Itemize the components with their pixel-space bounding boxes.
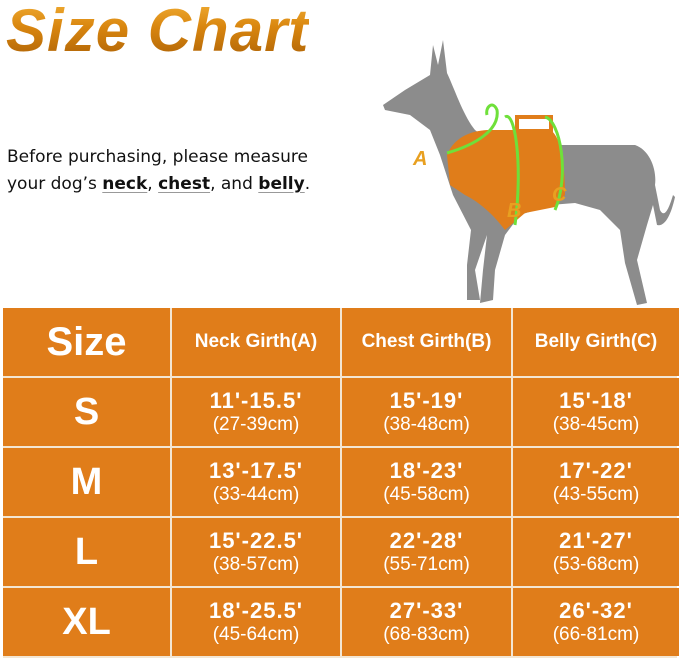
- inch: 15'-22.5': [208, 528, 304, 553]
- cm: (66-81cm): [552, 624, 640, 645]
- cm: (53-68cm): [552, 554, 640, 575]
- cm: (45-64cm): [212, 624, 300, 645]
- neck-m: 13'-17.5' (33-44cm): [172, 448, 340, 516]
- cm: (55-71cm): [383, 554, 470, 575]
- size-table: Size Neck Girth(A) Chest Girth(B) Belly …: [3, 308, 679, 658]
- page-title: Size Chart: [6, 0, 309, 65]
- size-l: L: [3, 518, 170, 586]
- header-belly: Belly Girth(C): [513, 308, 679, 376]
- intro-line-1: Before purchasing, please measure: [7, 147, 308, 167]
- neck-xl: 18'-25.5' (45-64cm): [172, 588, 340, 656]
- cm: (33-44cm): [212, 484, 300, 505]
- inch: 22'-28': [389, 528, 464, 553]
- neck-s: 11'-15.5' (27-39cm): [172, 378, 340, 446]
- sep: , and: [210, 174, 259, 194]
- chest-xl: 27'-33' (68-83cm): [342, 588, 511, 656]
- cm: (45-58cm): [383, 484, 470, 505]
- cm: (38-48cm): [383, 414, 470, 435]
- inch: 13'-17.5': [208, 458, 304, 483]
- inch: 21'-27': [559, 528, 633, 553]
- header-size: Size: [3, 308, 170, 376]
- chest-m: 18'-23' (45-58cm): [342, 448, 511, 516]
- cm: (38-57cm): [212, 554, 300, 575]
- intro-prefix: your dog’s: [7, 174, 103, 194]
- inch: 18'-23': [389, 458, 464, 483]
- label-b: B: [507, 200, 521, 222]
- intro-line-2: your dog’s neck, chest, and belly.: [7, 171, 310, 198]
- dog-measurement-diagram: A B C: [383, 40, 675, 305]
- period: .: [304, 174, 311, 194]
- belly-xl: 26'-32' (66-81cm): [513, 588, 679, 656]
- belly-l: 21'-27' (53-68cm): [513, 518, 679, 586]
- harness-handle: [515, 115, 553, 133]
- header-neck: Neck Girth(A): [172, 308, 340, 376]
- size-s: S: [3, 378, 170, 446]
- belly-word: belly: [258, 174, 305, 194]
- label-a: A: [412, 148, 427, 170]
- neck-l: 15'-22.5' (38-57cm): [172, 518, 340, 586]
- belly-s: 15'-18' (38-45cm): [513, 378, 679, 446]
- intro-text: Before purchasing, please measure your d…: [7, 144, 310, 198]
- inch: 18'-25.5': [208, 598, 304, 623]
- belly-m: 17'-22' (43-55cm): [513, 448, 679, 516]
- inch: 15'-19': [389, 388, 464, 413]
- harness: [447, 130, 565, 230]
- neck-word: neck: [102, 174, 148, 194]
- inch: 26'-32': [559, 598, 633, 623]
- chest-l: 22'-28' (55-71cm): [342, 518, 511, 586]
- cm: (68-83cm): [383, 624, 470, 645]
- inch: 27'-33': [389, 598, 464, 623]
- cm: (38-45cm): [552, 414, 640, 435]
- inch: 11'-15.5': [209, 388, 303, 413]
- chest-s: 15'-19' (38-48cm): [342, 378, 511, 446]
- header-chest: Chest Girth(B): [342, 308, 511, 376]
- size-xl: XL: [3, 588, 170, 656]
- measure-lines: [446, 103, 564, 226]
- inch: 15'-18': [559, 388, 633, 413]
- size-m: M: [3, 448, 170, 516]
- cm: (43-55cm): [552, 484, 640, 505]
- inch: 17'-22': [559, 458, 633, 483]
- sep: ,: [147, 174, 159, 194]
- cm: (27-39cm): [212, 414, 300, 435]
- chest-word: chest: [158, 174, 211, 194]
- label-c: C: [552, 184, 567, 206]
